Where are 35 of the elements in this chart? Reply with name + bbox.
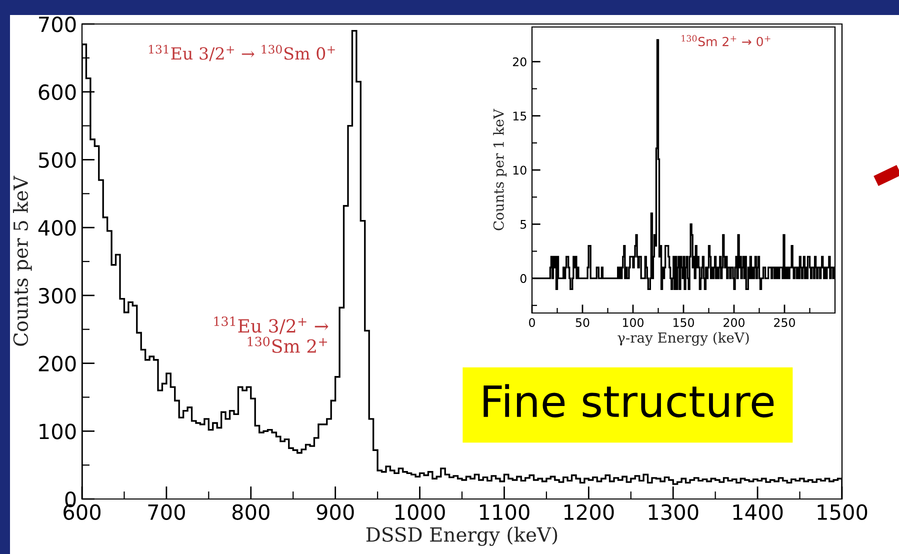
y-tick-label: 0 (520, 274, 526, 283)
y-tick-label: 300 (38, 288, 76, 304)
x-tick-label: 100 (623, 318, 644, 327)
x-tick-label: 800 (232, 504, 270, 520)
x-tick-label: 50 (576, 318, 590, 327)
text: $^{131}$Eu 3/2$^{+}$ → $^{130}$Sm 2$^{+}$ (214, 316, 328, 353)
x-tick-label: 250 (774, 318, 795, 327)
x-tick-label: 1500 (818, 504, 868, 520)
x-axis-title: γ-ray Energy (keV) (618, 332, 749, 346)
y-axis-title: Counts per 5 keV (13, 176, 32, 346)
y-tick-label: 500 (38, 152, 76, 168)
x-tick-label: 700 (148, 504, 185, 520)
y-tick-label: 5 (520, 220, 526, 229)
x-tick-label: 1300 (648, 504, 698, 520)
y-tick-label: 100 (40, 424, 76, 440)
x-tick-label: 1100 (480, 504, 530, 520)
y-axis-title: Counts per 1 keV (493, 108, 507, 230)
annotation: Fine structure (484, 384, 774, 418)
x-tick-label: 0 (529, 318, 535, 327)
y-tick-label: 400 (38, 220, 76, 236)
y-tick-label: 600 (38, 84, 76, 100)
x-tick-label: 150 (674, 318, 694, 327)
x-axis-title: DSSD Energy (keV) (366, 526, 558, 546)
x-tick-label: 1400 (733, 504, 783, 520)
y-tick-label: 10 (513, 166, 526, 175)
y-tick-label: 15 (513, 112, 526, 120)
y-tick-label: 700 (39, 16, 76, 32)
annotation: $^{131}$Eu 3/2$^{+}$ → $^{130}$Sm 0$^{+}$ (149, 44, 335, 62)
annotation: $^{130}$Sm 2$^{+}$ → 0$^{+}$ (682, 35, 770, 46)
y-tick-label: 20 (512, 57, 526, 66)
y-tick-label: 200 (38, 356, 76, 372)
x-tick-label: 1200 (564, 504, 614, 520)
x-tick-label: 200 (724, 318, 744, 327)
x-tick-label: 1000 (396, 504, 445, 520)
x-tick-label: 900 (316, 504, 354, 520)
